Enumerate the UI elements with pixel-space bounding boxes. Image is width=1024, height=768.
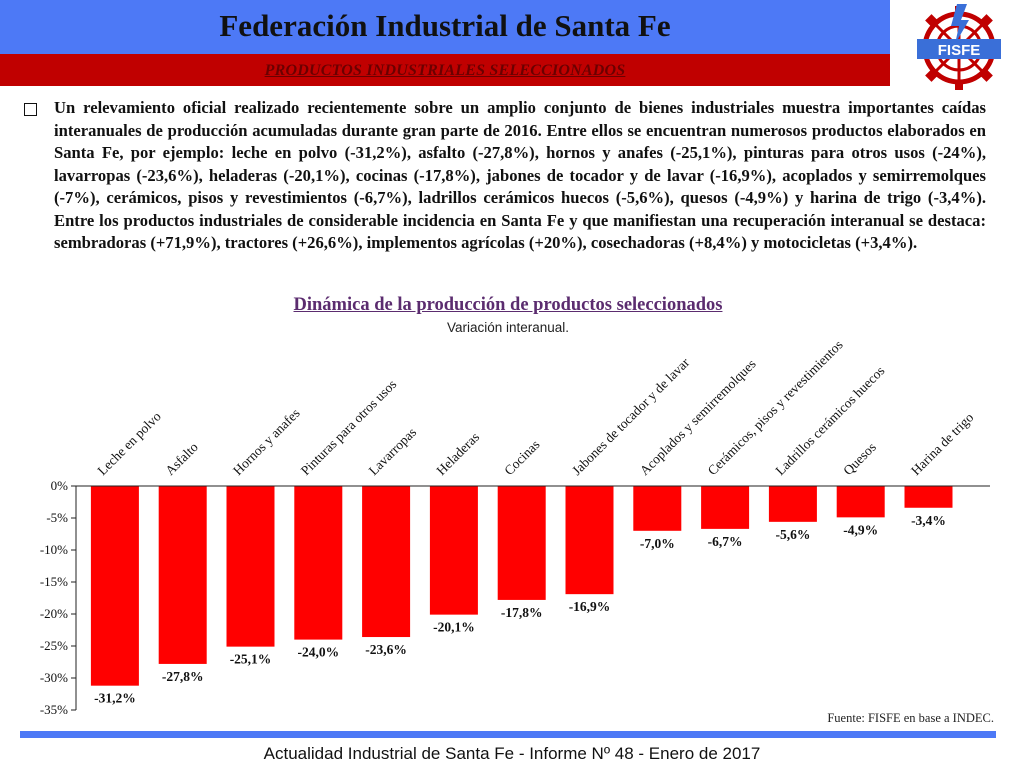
bar-value-label: -5,6%	[775, 527, 810, 542]
bar	[633, 486, 682, 531]
bar-value-label: -31,2%	[94, 691, 136, 706]
bar-value-label: -16,9%	[569, 599, 611, 614]
category-label: Quesos	[840, 439, 879, 478]
intro-paragraph: Un relevamiento oficial realizado recien…	[54, 98, 986, 252]
bar-value-label: -24,0%	[297, 645, 339, 660]
subheader-banner	[0, 54, 890, 86]
bar-value-label: -4,9%	[843, 522, 878, 537]
category-label: Leche en polvo	[94, 408, 164, 478]
bar-value-label: -27,8%	[162, 669, 204, 684]
bar	[294, 486, 343, 640]
fisfe-logo: FISFE	[917, 4, 1001, 90]
chart-subtitle: Variación interanual.	[446, 320, 570, 335]
header-banner	[0, 0, 890, 54]
bar	[836, 486, 885, 518]
category-label: Heladeras	[433, 429, 482, 478]
y-tick-label: -5%	[46, 510, 68, 525]
y-tick-label: -35%	[40, 702, 68, 717]
bar	[497, 486, 546, 600]
bar-value-label: -3,4%	[911, 513, 946, 528]
y-tick-label: 0%	[51, 478, 69, 493]
bar-value-label: -17,8%	[501, 605, 543, 620]
bar	[768, 486, 817, 522]
chart-title: Dinámica de la producción de productos s…	[293, 295, 723, 315]
bar-value-label: -25,1%	[230, 652, 272, 667]
bar	[429, 486, 478, 615]
source-note: Fuente: FISFE en base a INDEC.	[827, 711, 994, 725]
y-tick-label: -15%	[40, 574, 68, 589]
svg-text:FISFE: FISFE	[938, 42, 981, 59]
bar-value-label: -20,1%	[433, 620, 475, 635]
category-label: Hornos y anafes	[230, 405, 303, 478]
y-tick-label: -25%	[40, 638, 68, 653]
bar	[904, 486, 953, 508]
category-label: Cocinas	[501, 437, 542, 478]
bar	[90, 486, 139, 686]
category-label: Harina de trigo	[908, 410, 977, 479]
page-subtitle: PRODUCTOS INDUSTRIALES SELECCIONADOS	[264, 62, 626, 79]
category-label: Asfalto	[162, 439, 201, 478]
category-label: Cerámicos, pisos y revestimientos	[705, 337, 846, 478]
bar	[701, 486, 750, 529]
category-label: Lavarropas	[366, 425, 420, 479]
footer-divider	[20, 731, 996, 738]
bullet-checkbox-icon	[24, 103, 37, 116]
category-label: Ladrillos cerámicos huecos	[772, 363, 887, 478]
page-title: Federación Industrial de Santa Fe	[219, 8, 671, 43]
category-label: Acoplados y semirremolques	[637, 356, 759, 478]
bar-value-label: -7,0%	[640, 536, 675, 551]
bar-value-label: -6,7%	[708, 534, 743, 549]
y-tick-label: -10%	[40, 542, 68, 557]
footer-text: Actualidad Industrial de Santa Fe - Info…	[263, 744, 761, 763]
bar	[226, 486, 275, 647]
bar-chart: 0% -5% -10% -15% -20% -25% -30% -35% -31,2% Leche…	[40, 337, 990, 717]
y-tick-label: -20%	[40, 606, 68, 621]
bar	[158, 486, 207, 664]
bar	[362, 486, 411, 638]
bar	[565, 486, 614, 595]
y-tick-label: -30%	[40, 670, 68, 685]
category-label: Jabones de tocador y de lavar	[569, 355, 693, 479]
bar-value-label: -23,6%	[365, 642, 407, 657]
